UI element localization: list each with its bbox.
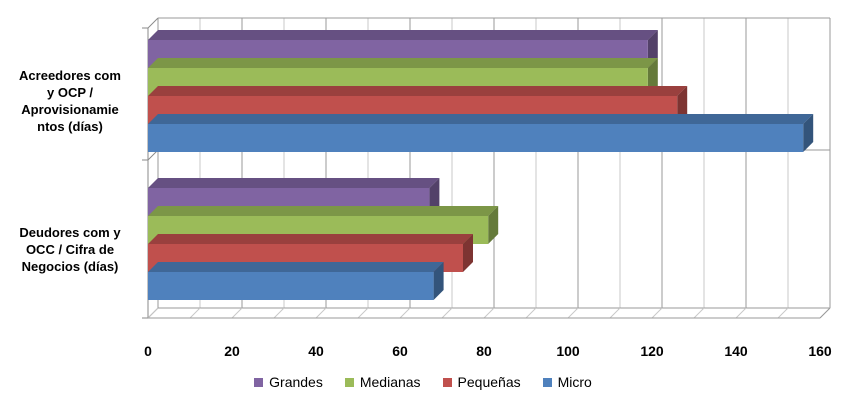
x-tick-label: 40 <box>308 343 324 359</box>
legend-swatch <box>344 377 354 387</box>
legend-item: Grandes <box>254 374 323 390</box>
floor-line <box>357 307 369 319</box>
floor-line <box>441 307 453 319</box>
legend-label: Micro <box>557 374 592 390</box>
floor-line <box>735 307 747 319</box>
bar <box>148 262 444 300</box>
legend-label: Pequeñas <box>457 374 521 390</box>
floor-side-edge <box>819 307 831 319</box>
bar-end-face <box>803 114 814 152</box>
bar-top-face <box>148 30 658 40</box>
category-label: Deudores com y OCC / Cifra de Negocios (dí… <box>19 224 121 274</box>
legend-label: Grandes <box>269 374 323 390</box>
legend-item: Pequeñas <box>442 374 521 390</box>
bar-front-face <box>148 124 804 152</box>
bar-end-face <box>433 262 444 300</box>
bar-top-face <box>148 262 444 272</box>
bar-end-face <box>488 206 499 244</box>
floor-line <box>567 307 579 319</box>
legend-item: Micro <box>542 374 592 390</box>
floor-line <box>399 307 411 319</box>
x-tick-label: 140 <box>724 343 748 359</box>
bar-front-face <box>148 272 434 300</box>
legend-label: Medianas <box>359 374 421 390</box>
floor-line <box>651 307 663 319</box>
bar-top-face <box>148 58 658 68</box>
side-wall-edge <box>147 17 159 29</box>
legend-swatch <box>542 377 552 387</box>
legend-swatch <box>442 377 452 387</box>
floor-line <box>315 307 327 319</box>
bar-top-face <box>148 178 440 188</box>
floor-line <box>777 307 789 319</box>
floor-line <box>147 307 159 319</box>
floor-line <box>525 307 537 319</box>
floor-line <box>609 307 621 319</box>
floor-line <box>483 307 495 319</box>
bar-end-face <box>463 234 473 272</box>
bar-top-face <box>148 114 814 124</box>
legend: Grandes Medianas Pequeñas Micro <box>0 374 846 390</box>
category-label: Acreedores com y OCP / Aprovisionamie ntos … <box>19 68 121 134</box>
bar-top-face <box>148 86 688 96</box>
x-tick-label: 0 <box>144 343 152 359</box>
floor-line <box>189 307 201 319</box>
legend-swatch <box>254 377 264 387</box>
floor-line <box>693 307 705 319</box>
bar <box>148 114 814 152</box>
x-tick-label: 20 <box>224 343 240 359</box>
x-tick-label: 100 <box>556 343 580 359</box>
x-tick-label: 120 <box>640 343 664 359</box>
x-axis-ticks: 0 20 40 60 80 100 120 140 160 <box>144 343 832 359</box>
legend-item: Medianas <box>344 374 421 390</box>
floor-line <box>273 307 285 319</box>
x-tick-label: 80 <box>476 343 492 359</box>
x-tick-label: 160 <box>808 343 832 359</box>
bar-top-face <box>148 206 499 216</box>
bars <box>148 30 814 300</box>
bar-top-face <box>148 234 473 244</box>
floor-line <box>231 307 243 319</box>
x-tick-label: 60 <box>392 343 408 359</box>
